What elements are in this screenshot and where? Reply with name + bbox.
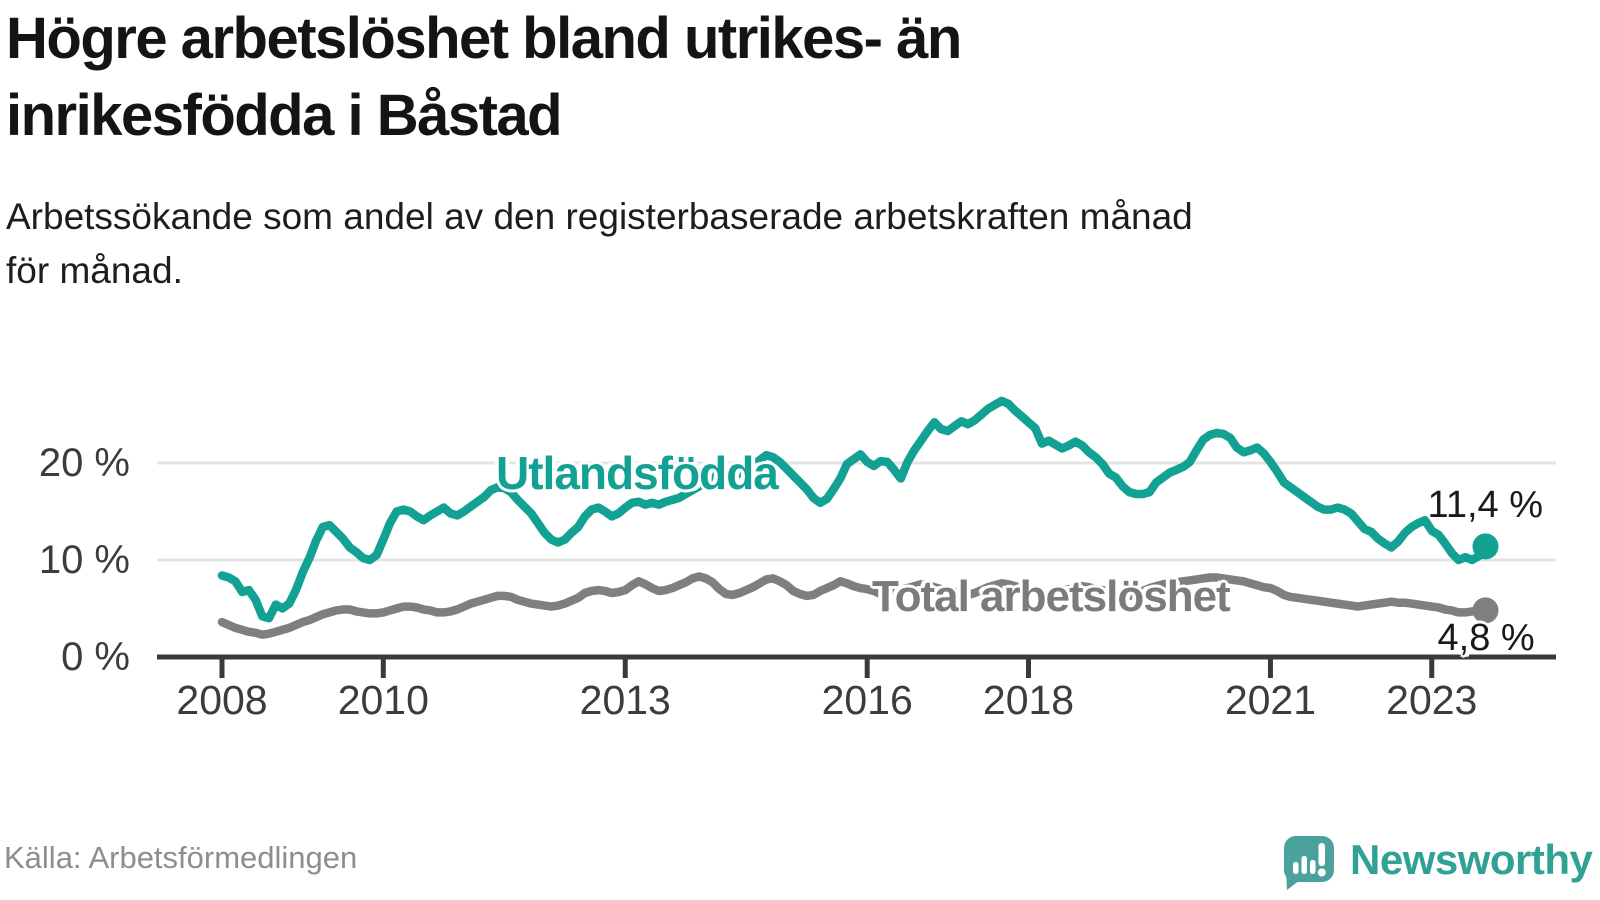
series-endpoint-0 — [1472, 533, 1499, 560]
exclamation-dot — [1317, 868, 1326, 877]
series-lines — [217, 396, 1499, 639]
bar-chart-bar-1 — [1293, 862, 1299, 874]
series-line-0 — [217, 396, 1490, 623]
subtitle-line-1: Arbetssökande som andel av den registerb… — [6, 196, 1193, 237]
series-endpoint-1 — [1472, 597, 1499, 624]
title-line-1: Högre arbetslöshet bland utrikes- än — [6, 6, 962, 71]
bar-chart-bar-3 — [1310, 860, 1316, 874]
bar-chart-bar-2 — [1301, 856, 1307, 874]
x-axis — [157, 654, 1556, 678]
newsworthy-logo-icon — [1284, 836, 1334, 890]
title-line-2: inrikesfödda i Båstad — [6, 83, 563, 149]
page-title: Högre arbetslöshet bland utrikes- än inr… — [6, 0, 1406, 154]
exclamation-bar — [1318, 843, 1325, 866]
gridlines — [157, 461, 1556, 562]
newsworthy-wordmark: Newsworthy — [1350, 836, 1593, 883]
chart-subtitle: Arbetssökande som andel av den registerb… — [6, 190, 1566, 298]
series-line-1 — [217, 572, 1490, 639]
subtitle-line-2: för månad. — [6, 250, 183, 292]
source-note: Källa: Arbetsförmedlingen — [4, 840, 358, 875]
